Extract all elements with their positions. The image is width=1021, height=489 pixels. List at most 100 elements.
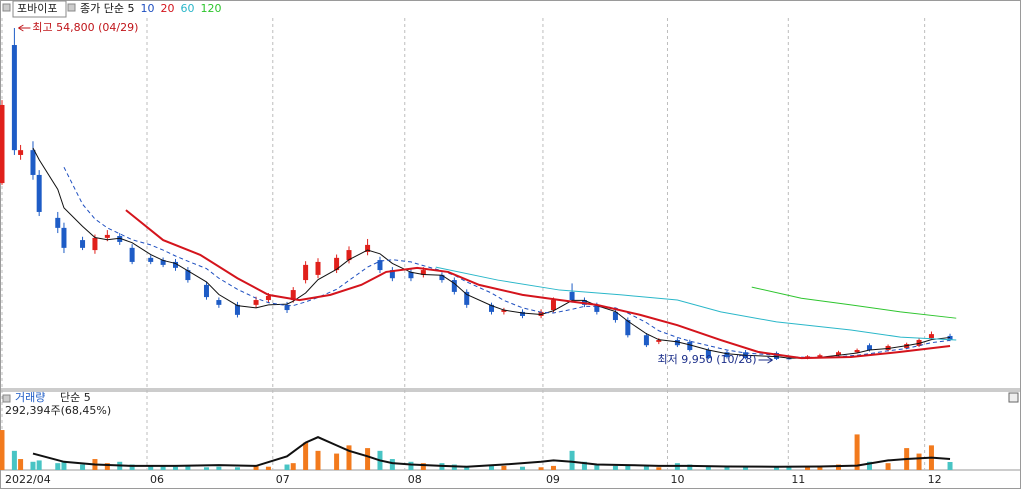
volume-bar [885, 463, 891, 470]
candle-body [18, 150, 24, 155]
legend-item: 120 [200, 2, 221, 15]
candle-body [687, 341, 693, 351]
volume-bar [129, 464, 135, 470]
volume-bar [0, 430, 5, 470]
close-button[interactable] [1008, 392, 1019, 403]
volume-ma-name: 단순 5 [60, 391, 91, 404]
volume-bar [36, 460, 42, 470]
volume-bar [569, 450, 575, 470]
volume-bar [160, 465, 166, 470]
candle-body [408, 271, 414, 279]
volume-bar [55, 463, 61, 470]
candle-body [451, 280, 457, 292]
x-tick-label: 09 [546, 473, 560, 486]
candle-body [290, 290, 296, 301]
volume-bar [805, 467, 811, 470]
candle-body [836, 352, 842, 356]
candle-body [774, 352, 780, 359]
candle-body [594, 304, 600, 312]
candle-body [346, 250, 352, 261]
candle-body [786, 358, 792, 360]
candle-body [904, 344, 910, 349]
volume-bar [774, 467, 780, 470]
candle-body [705, 350, 711, 359]
candle-body [234, 304, 240, 315]
candle-body [203, 284, 209, 298]
candle-body [377, 260, 383, 271]
volume-bar [172, 466, 178, 470]
candle-body [253, 300, 259, 305]
volume-bar [643, 465, 649, 470]
candle-body [569, 291, 575, 301]
volume-bar [408, 461, 414, 470]
volume-bar [11, 450, 17, 470]
candle-body [817, 355, 823, 358]
candle-body [117, 236, 123, 242]
volume-bar [687, 464, 693, 470]
volume-bar [18, 459, 24, 470]
candle-body [674, 340, 680, 346]
candle-body [315, 261, 321, 275]
volume-bar [290, 463, 296, 470]
volume-bar [420, 463, 426, 470]
volume-bar [612, 465, 618, 470]
volume-bar [303, 442, 309, 470]
annotation-arrow [18, 24, 31, 32]
volume-bar [705, 465, 711, 470]
candle-body [439, 274, 445, 281]
candle-body [724, 352, 730, 358]
candle-body [0, 104, 5, 184]
candle-body [80, 240, 86, 248]
candle-body [854, 350, 860, 353]
volume-bar [581, 461, 587, 470]
volume-bar [334, 453, 340, 470]
volume-bar [61, 461, 67, 470]
candle-body [389, 270, 395, 279]
icon[interactable] [67, 3, 76, 12]
candle-body [36, 174, 42, 212]
volume-bar [464, 465, 470, 470]
volume-bar [203, 467, 209, 470]
candle-body [92, 237, 98, 251]
volume-bar [743, 467, 749, 470]
icon[interactable] [2, 3, 11, 12]
volume-bar [836, 464, 842, 470]
candle-body [160, 260, 166, 265]
volume-bar [519, 466, 525, 470]
x-tick-label: 08 [408, 473, 422, 486]
volume-ma-line [32, 436, 951, 468]
icon[interactable] [2, 394, 11, 403]
x-tick-label: 10 [670, 473, 684, 486]
candle-body [489, 304, 495, 312]
candle-body [104, 234, 110, 238]
stock-box[interactable] [12, 0, 67, 18]
candle-body [148, 257, 154, 262]
candle-body [334, 257, 340, 271]
volume-bar [315, 450, 321, 470]
candle-body [129, 247, 135, 262]
volume-bar [550, 465, 556, 470]
candle-body [550, 300, 556, 311]
volume-bar [866, 461, 872, 470]
volume-bar [265, 466, 271, 470]
volume-bar [538, 467, 544, 470]
candle-body [11, 45, 17, 151]
annotation-arrow [758, 356, 773, 364]
legend-item: 60 [180, 2, 194, 15]
volume-bar [30, 461, 36, 470]
ma-line [435, 266, 957, 341]
candle-body [365, 244, 371, 252]
x-tick-label: 2022/04 [5, 473, 51, 486]
volume-bar [389, 459, 395, 470]
volume-bar [346, 445, 352, 470]
volume-bar [947, 461, 953, 470]
volume-bar [489, 464, 495, 470]
candle-body [947, 335, 953, 341]
volume-bar [104, 463, 110, 470]
volume-bar [625, 465, 631, 470]
stock-name: 포바이포 [17, 2, 57, 15]
candle-body [30, 150, 36, 175]
candle-body [538, 311, 544, 316]
ma-line [125, 209, 951, 360]
